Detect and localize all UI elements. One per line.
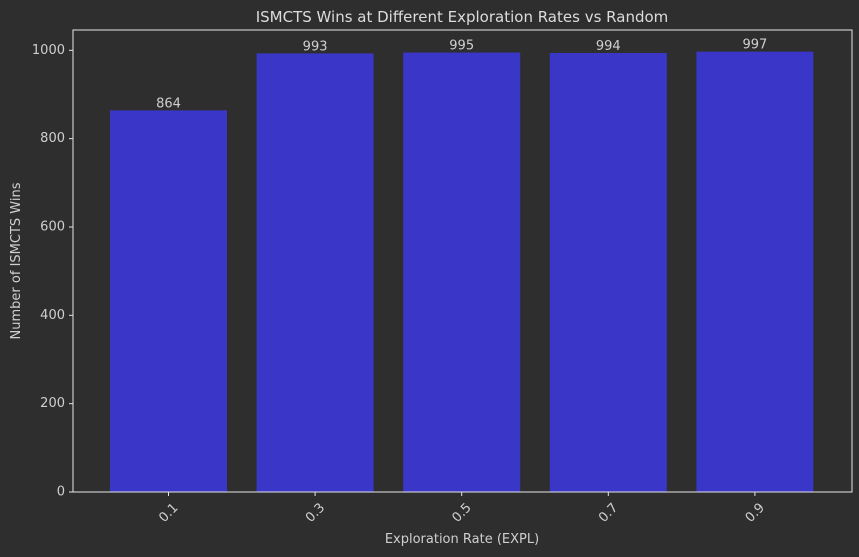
y-tick-label-0: 0 — [57, 485, 65, 500]
y-tick-label-800: 800 — [40, 131, 65, 146]
chart-title: ISMCTS Wins at Different Exploration Rat… — [256, 8, 669, 26]
plot-frame — [72, 29, 853, 493]
data-label-0.7: 994 — [596, 39, 621, 54]
bar-0.9 — [696, 51, 814, 492]
data-label-0.3: 993 — [303, 39, 328, 54]
y-axis: 0 200 400 600 800 1000 — [32, 43, 73, 500]
x-axis-label: Exploration Rate (EXPL) — [385, 532, 539, 547]
data-labels-group: 864 993 995 994 997 — [156, 38, 767, 112]
bar-0.1 — [110, 110, 227, 492]
y-tick-label-200: 200 — [40, 396, 65, 411]
y-axis-label: Number of ISMCTS Wins — [9, 182, 24, 339]
y-tick-label-1000: 1000 — [32, 43, 65, 58]
data-label-0.9: 997 — [742, 38, 767, 53]
bar-0.7 — [549, 52, 667, 492]
y-tick-label-400: 400 — [40, 308, 65, 323]
bar-0.3 — [256, 53, 374, 492]
data-label-0.5: 995 — [449, 39, 474, 54]
data-label-0.1: 864 — [156, 96, 181, 111]
bar-0.5 — [403, 52, 521, 492]
bars-group — [110, 51, 814, 492]
y-tick-label-600: 600 — [40, 219, 65, 234]
